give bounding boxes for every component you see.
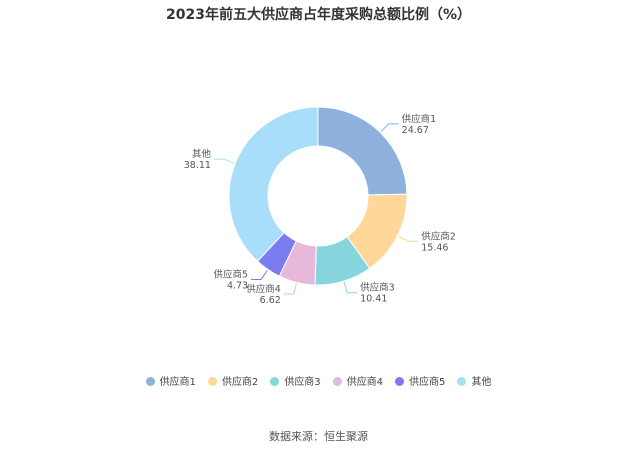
slice-label-4: 供应商4: [246, 283, 281, 295]
slice-value-2: 15.46: [421, 242, 448, 253]
leader-line-3: [343, 282, 358, 294]
legend-marker-6: [457, 377, 467, 386]
slice-value-6: 38.11: [184, 160, 211, 171]
legend-marker-2: [207, 377, 217, 386]
legend-item-3[interactable]: 供应商3: [270, 373, 321, 388]
leader-line-6: [213, 158, 235, 164]
chart-title: 2023年前五大供应商占年度采购总额比例（%）: [166, 7, 471, 23]
legend-label-4: 供应商4: [346, 377, 384, 388]
legend-marker-1: [145, 377, 155, 386]
slice-value-4: 6.62: [260, 295, 281, 306]
legend-item-5[interactable]: 供应商5: [395, 373, 445, 388]
leader-line-4: [283, 283, 297, 295]
legend-marker-4: [332, 377, 342, 386]
legend-item-1[interactable]: 供应商1: [145, 373, 196, 388]
legend-label-2: 供应商2: [221, 377, 259, 388]
legend-marker-5: [395, 377, 405, 386]
legend-label-6: 其他: [471, 377, 492, 388]
slice-6: [228, 106, 319, 263]
legend-label-3: 供应商3: [284, 377, 321, 388]
legend-marker-3: [270, 377, 280, 386]
slice-value-3: 10.41: [360, 294, 387, 305]
slice-value-1: 24.67: [402, 125, 429, 136]
legend-label-1: 供应商1: [159, 377, 196, 388]
slice-label-3: 供应商3: [360, 282, 395, 294]
legend: 供应商1 供应商2 供应商3 供应商4 供应商5 其他: [0, 373, 637, 388]
slice-label-6: 其他: [192, 148, 212, 160]
leader-line-5: [251, 270, 268, 280]
data-source: 数据来源：恒生聚源: [269, 430, 368, 443]
slice-label-1: 供应商1: [402, 113, 437, 125]
legend-item-2[interactable]: 供应商2: [207, 373, 259, 388]
legend-item-6[interactable]: 其他: [457, 373, 491, 388]
leader-line-1: [380, 123, 399, 133]
slice-label-5: 供应商5: [214, 268, 249, 280]
slice-1: [317, 106, 408, 196]
leader-line-2: [398, 235, 419, 242]
slice-label-2: 供应商2: [421, 230, 456, 242]
slice-value-5: 4.73: [227, 280, 248, 291]
legend-label-5: 供应商5: [409, 377, 446, 388]
legend-item-4[interactable]: 供应商4: [332, 373, 384, 388]
